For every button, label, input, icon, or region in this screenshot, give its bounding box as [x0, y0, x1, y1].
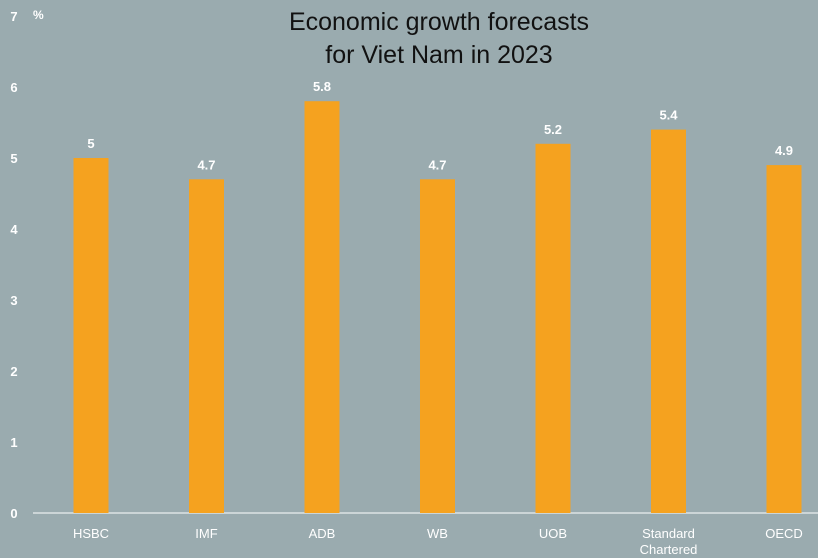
bar [304, 101, 340, 513]
y-axis-unit: % [33, 8, 44, 22]
x-tick-label: Standard [642, 526, 695, 541]
y-tick-label: 1 [10, 435, 17, 450]
y-tick-label: 5 [10, 151, 17, 166]
chart-title-line-1: Economic growth forecasts [289, 8, 589, 36]
x-tick-label: OECD [765, 526, 803, 541]
data-label: 5 [87, 136, 94, 151]
data-label: 4.7 [197, 157, 215, 172]
bar [420, 179, 455, 514]
bar [189, 179, 224, 514]
data-label: 5.8 [313, 79, 331, 94]
bar [651, 129, 686, 513]
bar [535, 143, 571, 514]
y-tick-label: 2 [10, 364, 17, 379]
data-label: 4.7 [428, 157, 446, 172]
x-tick-label: ADB [309, 526, 336, 541]
data-label: 5.4 [659, 108, 678, 123]
x-tick-label: UOB [539, 526, 567, 541]
data-label: 4.9 [775, 143, 793, 158]
y-tick-label: 6 [10, 80, 17, 95]
data-labels: 5 4.7 5.8 4.7 5.2 5.4 4.9 [87, 79, 793, 172]
y-tick-label: 3 [10, 293, 17, 308]
y-tick-label: 4 [10, 222, 18, 237]
y-tick-label: 7 [10, 9, 17, 24]
y-axis-ticks: 0 1 2 3 4 5 6 7 [10, 9, 18, 521]
data-label: 5.2 [544, 122, 562, 137]
chart-title-line-2: for Viet Nam in 2023 [325, 41, 552, 69]
bar [766, 165, 802, 513]
x-tick-label: WB [427, 526, 448, 541]
bar [73, 158, 109, 513]
x-tick-label: HSBC [73, 526, 109, 541]
bars [73, 101, 802, 514]
x-tick-label: Chartered [640, 542, 698, 557]
x-tick-label: IMF [195, 526, 217, 541]
y-tick-label: 0 [10, 506, 17, 521]
